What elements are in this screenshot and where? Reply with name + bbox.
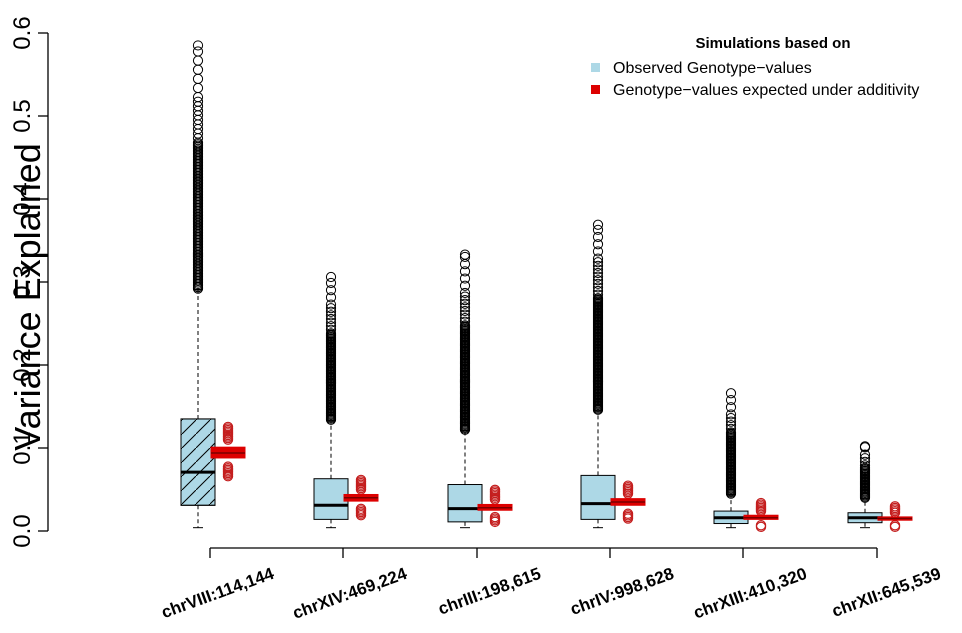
x-tick-label: chrXIV:469,224	[290, 564, 410, 623]
observed-outlier	[593, 232, 602, 241]
additive-box-group	[878, 502, 912, 532]
observed-box-group	[714, 389, 748, 528]
observed-box-group	[181, 41, 215, 528]
additive-box-group	[211, 422, 245, 481]
observed-box	[448, 485, 482, 522]
observed-outlier	[726, 403, 735, 412]
observed-outlier	[593, 247, 602, 256]
x-tick-label: chrVIII:114,144	[159, 564, 277, 622]
x-tick-label: chrIV:998,628	[568, 564, 677, 619]
observed-outlier-max	[326, 272, 335, 281]
observed-outlier	[193, 83, 202, 92]
y-tick-label: 0.5	[9, 99, 36, 132]
legend-title: Simulations based on	[695, 35, 850, 52]
legend-swatch	[591, 63, 600, 72]
observed-box-group	[581, 220, 615, 528]
y-tick-label: 0.0	[9, 514, 36, 547]
observed-outlier-max	[460, 250, 469, 259]
observed-box	[581, 475, 615, 519]
additive-box-group	[344, 475, 378, 520]
legend-swatch	[591, 85, 600, 94]
additive-box-group	[744, 498, 778, 531]
observed-outlier	[460, 281, 469, 290]
y-axis-title: Variance Explained	[7, 143, 48, 451]
observed-box	[314, 479, 348, 520]
additive-box-group	[478, 485, 512, 526]
x-axis: chrVIII:114,144 chrXIV:469,224 chrIII:198,…	[159, 548, 944, 623]
y-tick-label: 0.6	[9, 16, 36, 49]
legend-label: Observed Genotype−values	[613, 60, 812, 77]
observed-outlier	[593, 240, 602, 249]
x-tick-label: chrXIII:410,320	[691, 564, 809, 623]
observed-box-group	[314, 272, 348, 527]
observed-outlier	[460, 252, 469, 261]
x-tick-label: chrXII:645,539	[829, 564, 943, 621]
observed-outlier	[193, 65, 202, 74]
observed-outlier	[193, 74, 202, 83]
x-tick-label: chrIII:198,615	[436, 564, 544, 619]
observed-outlier	[193, 56, 202, 65]
observed-outlier	[326, 286, 335, 295]
observed-box-group	[848, 442, 882, 528]
observed-box-group	[448, 250, 482, 528]
observed-box-hatch	[181, 419, 215, 505]
additive-box-group	[611, 481, 645, 523]
observed-outlier	[460, 267, 469, 276]
observed-outlier	[460, 274, 469, 283]
legend: Simulations based on Observed Genotype−va…	[591, 35, 919, 99]
observed-outlier	[460, 260, 469, 269]
plot-area	[181, 41, 912, 532]
observed-outlier-max	[726, 389, 735, 398]
y-axis: 0.0 0.1 0.2 0.3 0.4 0.5 0.6 Variance Explained	[7, 16, 48, 547]
observed-outlier-max	[193, 41, 202, 50]
legend-label: Genotype−values expected under additivit…	[613, 82, 919, 99]
observed-outlier	[326, 293, 335, 302]
